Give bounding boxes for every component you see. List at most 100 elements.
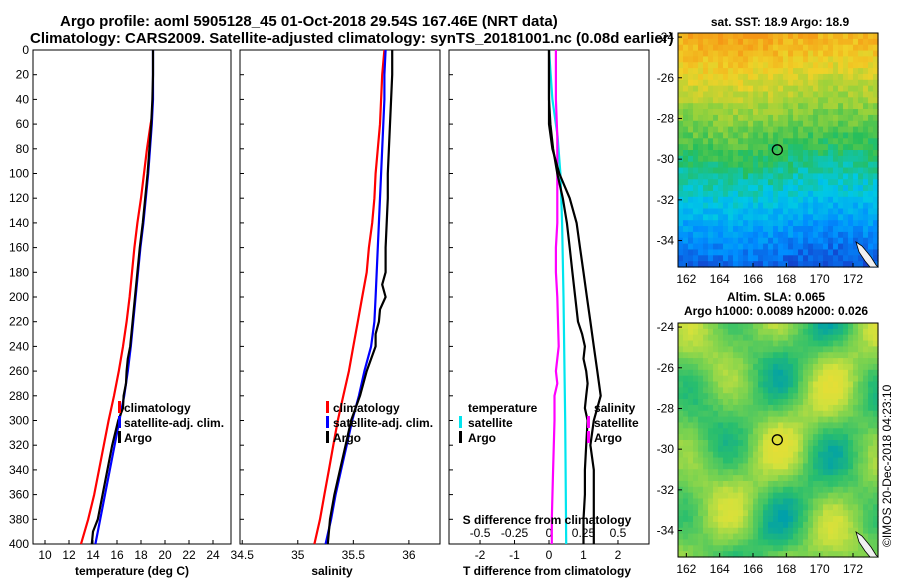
map-cell — [763, 480, 769, 488]
map-cell — [693, 328, 699, 336]
map-cell — [748, 440, 754, 447]
map-cell — [778, 202, 784, 210]
map-cell — [863, 50, 869, 57]
map-cell — [733, 422, 739, 429]
map-cell — [703, 516, 709, 523]
map-cell — [708, 521, 714, 529]
map-cell — [858, 323, 864, 330]
map-cell — [738, 492, 744, 500]
map-cell — [703, 114, 709, 122]
map-cell — [768, 381, 774, 388]
map-cell — [683, 103, 689, 110]
map-cell — [758, 323, 764, 330]
map-cell — [868, 440, 874, 447]
map-cell — [843, 375, 849, 383]
map-cell — [838, 369, 844, 377]
map-cell — [783, 527, 789, 535]
map-cell — [768, 457, 774, 464]
map-cell — [718, 38, 724, 46]
map-cell — [713, 399, 719, 406]
map-cell — [683, 255, 689, 262]
map-cell — [763, 457, 769, 464]
map-cell — [778, 527, 784, 535]
map-cell — [748, 185, 754, 192]
map-cell — [828, 404, 834, 412]
map-cell — [778, 196, 784, 204]
map-cell — [848, 196, 854, 204]
map-cell — [813, 346, 819, 353]
map-cell — [868, 527, 874, 535]
map-cell — [788, 103, 794, 110]
map-cell — [803, 346, 809, 353]
map-cell — [718, 551, 724, 558]
map-cell — [818, 539, 824, 546]
map-cell — [723, 150, 729, 157]
map-cell — [823, 179, 829, 186]
map-cell — [808, 85, 814, 93]
map-cell — [768, 340, 774, 347]
map-cell — [738, 132, 744, 139]
map-cell — [708, 62, 714, 69]
map-cell — [718, 114, 724, 122]
map-cell — [788, 132, 794, 139]
map-cell — [733, 220, 739, 227]
map-cell — [693, 469, 699, 476]
map-cell — [788, 352, 794, 359]
map-cell — [843, 196, 849, 204]
map-cell — [838, 516, 844, 523]
map-cell — [683, 167, 689, 174]
map-x-tick-label: 170 — [810, 272, 830, 286]
map-cell — [793, 44, 799, 52]
map-cell — [683, 79, 689, 87]
map-cell — [828, 363, 834, 371]
map-cell — [778, 103, 784, 110]
map-cell — [728, 249, 734, 256]
map-cell — [828, 50, 834, 57]
map-cell — [703, 97, 709, 104]
map-cell — [858, 255, 864, 262]
map-cell — [783, 369, 789, 377]
map-cell — [738, 161, 744, 169]
map-cell — [818, 231, 824, 239]
map-cell — [778, 428, 784, 435]
map-cell — [853, 393, 859, 400]
map-cell — [818, 475, 824, 482]
map-cell — [703, 50, 709, 57]
map-cell — [863, 445, 869, 453]
map-cell — [728, 393, 734, 400]
map-cell — [743, 516, 749, 523]
map-cell — [718, 50, 724, 57]
map-cell — [713, 510, 719, 517]
map-cell — [808, 457, 814, 464]
map-cell — [718, 62, 724, 69]
map-cell — [778, 451, 784, 459]
map-cell — [843, 237, 849, 245]
map-cell — [758, 340, 764, 347]
map-cell — [683, 173, 689, 180]
map-cell — [783, 196, 789, 204]
map-cell — [843, 510, 849, 517]
map-cell — [838, 161, 844, 169]
map-cell — [758, 492, 764, 500]
map-cell — [698, 340, 704, 347]
map-cell — [698, 62, 704, 69]
map-cell — [873, 416, 879, 424]
map-cell — [838, 486, 844, 494]
map-cell — [708, 126, 714, 134]
map-cell — [693, 68, 699, 75]
map-cell — [798, 469, 804, 476]
map-cell — [828, 340, 834, 347]
map-cell — [678, 62, 684, 69]
map-cell — [793, 521, 799, 529]
map-cell — [698, 551, 704, 558]
map-cell — [803, 138, 809, 145]
map-cell — [678, 475, 684, 482]
map-cell — [773, 237, 779, 245]
map-cell — [758, 510, 764, 517]
map-cell — [808, 375, 814, 383]
map-cell — [728, 434, 734, 441]
map-cell — [853, 363, 859, 371]
map-cell — [818, 144, 824, 151]
map-cell — [773, 85, 779, 93]
map-cell — [683, 190, 689, 198]
